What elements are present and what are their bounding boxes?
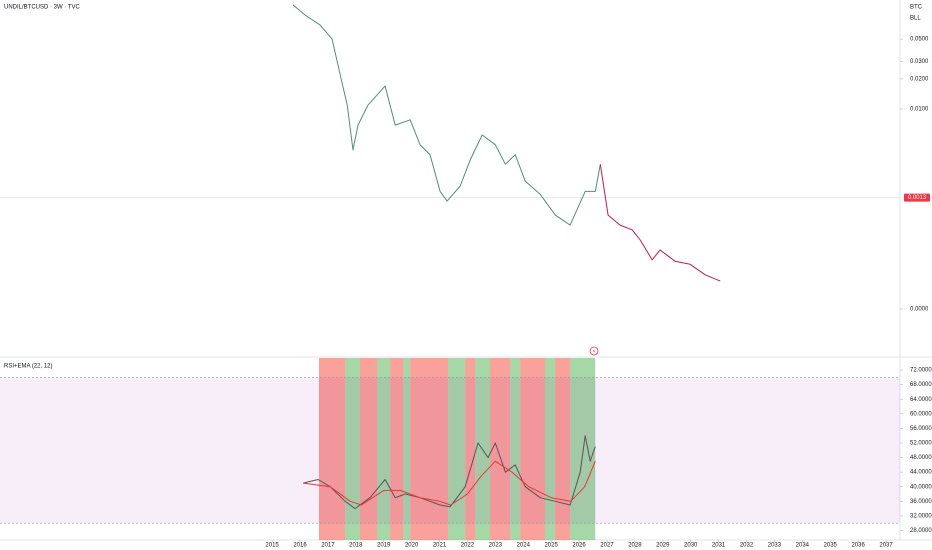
y-tick-label: 0.0500 xyxy=(910,37,929,43)
x-tick-label: 2027 xyxy=(600,543,614,549)
indicator-title: RSI+EMA (22, 12) xyxy=(4,364,53,370)
x-tick-label: 2017 xyxy=(321,543,335,549)
series-line xyxy=(302,435,596,510)
y-tick-label: 0.0100 xyxy=(910,107,929,113)
series-line xyxy=(599,164,721,282)
currency-label: BLL xyxy=(910,16,921,22)
trend-zone xyxy=(410,358,449,540)
y-tick-label: 36.0000 xyxy=(910,499,932,505)
last-value-label: 0.0013 xyxy=(908,195,927,201)
currency-label: BTC xyxy=(910,5,923,11)
y-tick-label: 44.0000 xyxy=(910,470,932,476)
trend-zone xyxy=(377,358,391,540)
y-tick-label: 0.0300 xyxy=(910,59,929,65)
y-tick-label: 40.0000 xyxy=(910,484,932,490)
y-tick-label: 60.0000 xyxy=(910,411,932,417)
trend-zone xyxy=(570,358,596,540)
y-tick-label: 0.0000 xyxy=(910,307,929,313)
x-tick-label: 2019 xyxy=(377,543,391,549)
x-tick-label: 2035 xyxy=(824,543,838,549)
x-tick-label: 2037 xyxy=(879,543,893,549)
x-tick-label: 2016 xyxy=(293,543,307,549)
x-tick-label: 2033 xyxy=(768,543,782,549)
y-tick-label: 68.0000 xyxy=(910,382,932,388)
y-tick-label: 28.0000 xyxy=(910,528,932,534)
x-tick-label: 2023 xyxy=(489,543,503,549)
trend-zone xyxy=(520,358,546,540)
x-tick-label: 2034 xyxy=(796,543,810,549)
x-tick-label: 2031 xyxy=(712,543,726,549)
x-tick-label: 2036 xyxy=(851,543,865,549)
x-tick-label: 2032 xyxy=(740,543,754,549)
y-tick-label: 48.0000 xyxy=(910,455,932,461)
x-tick-label: 2026 xyxy=(572,543,586,549)
x-tick-label: 2028 xyxy=(628,543,642,549)
x-tick-label: 2015 xyxy=(265,543,279,549)
x-tick-label: 2029 xyxy=(656,543,670,549)
trend-zone xyxy=(318,358,346,540)
x-tick-label: 2020 xyxy=(405,543,419,549)
y-tick-label: 56.0000 xyxy=(910,426,932,432)
trend-zone xyxy=(510,358,521,540)
y-tick-label: 0.0200 xyxy=(910,76,929,82)
trend-zone xyxy=(448,358,466,540)
chart-title: UNDIL/BTCUSD · 3W · TVC xyxy=(4,5,81,11)
trend-zone xyxy=(545,358,556,540)
event-icon-bolt xyxy=(592,348,596,354)
x-tick-label: 2024 xyxy=(517,543,531,549)
y-tick-label: 72.0000 xyxy=(910,368,932,374)
y-tick-label: 64.0000 xyxy=(910,397,932,403)
trend-zone xyxy=(465,358,476,540)
trend-zone xyxy=(345,358,360,540)
trend-zone xyxy=(490,358,511,540)
y-tick-label: 52.0000 xyxy=(910,441,932,447)
y-tick-label: 32.0000 xyxy=(910,514,932,520)
series-line xyxy=(292,4,601,226)
series-line xyxy=(303,460,596,506)
last-value-box xyxy=(904,193,930,202)
x-tick-label: 2021 xyxy=(433,543,447,549)
band-fill xyxy=(0,377,900,524)
x-tick-label: 2022 xyxy=(461,543,475,549)
x-tick-label: 2018 xyxy=(349,543,363,549)
x-tick-label: 2025 xyxy=(544,543,558,549)
trend-zone xyxy=(555,358,571,540)
trend-zone xyxy=(403,358,411,540)
x-tick-label: 2030 xyxy=(684,543,698,549)
